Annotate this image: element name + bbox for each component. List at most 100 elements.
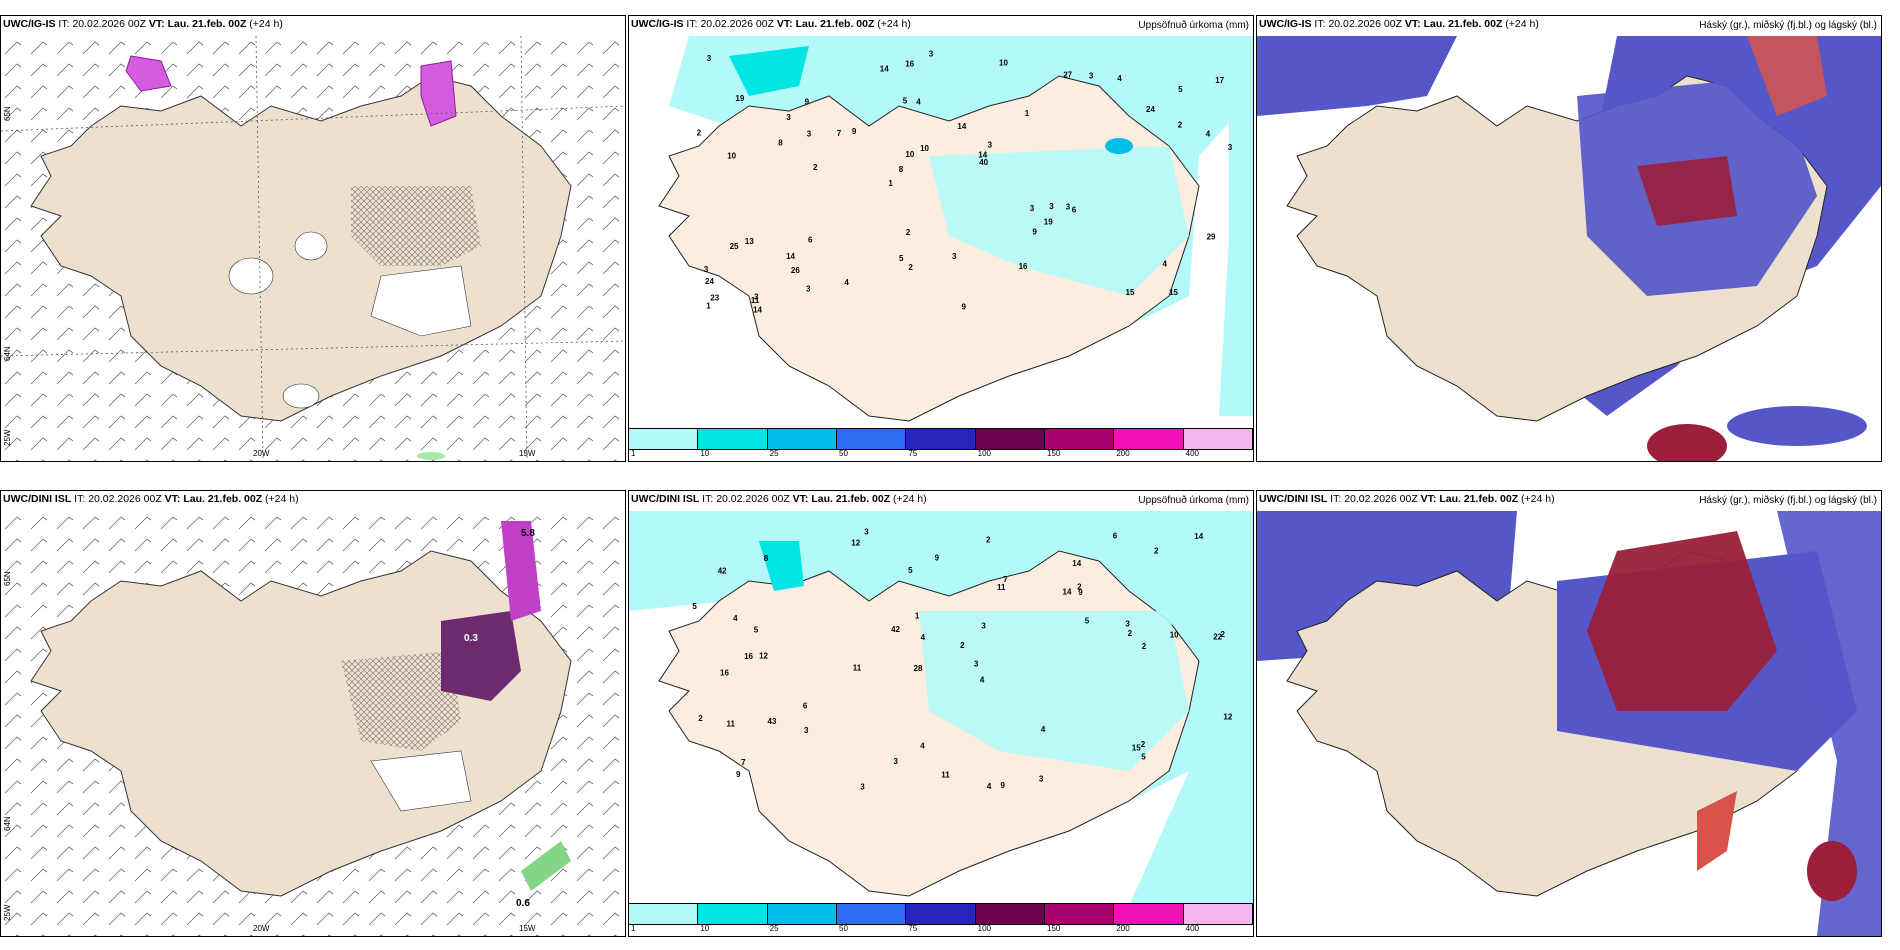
colorbar-swatch	[767, 429, 837, 449]
precip-value: 14	[786, 252, 795, 261]
precip-value: 9	[1032, 228, 1037, 237]
precip-value: 3	[1039, 774, 1044, 783]
precip-value: 25	[730, 242, 739, 251]
colorbar-swatch	[975, 904, 1045, 924]
precip-value: 3	[754, 292, 759, 301]
panel-cloud-top: UWC/IG-IS IT: 20.02.2026 00Z VT: Lau. 21…	[1256, 15, 1882, 462]
colorbar-tick: 25	[769, 924, 779, 933]
precip-value: 2	[1221, 630, 1226, 639]
cloud-title: Háský (gr.), miðský (fj.bl.) og lágský (…	[1699, 20, 1877, 31]
precip-value: 9	[962, 302, 967, 311]
precip-value: 3	[704, 265, 709, 274]
precip-value: 3	[929, 50, 934, 59]
precip-value: 17	[1215, 76, 1224, 85]
panel-header: UWC/IG-IS IT: 20.02.2026 00Z VT: Lau. 21…	[631, 18, 911, 30]
precip-value: 4	[980, 676, 985, 685]
precip-value: 14	[1063, 587, 1072, 596]
panel-header: UWC/IG-IS IT: 20.02.2026 00Z VT: Lau. 21…	[3, 18, 283, 30]
precip-value: 3	[1066, 203, 1071, 212]
precip-value: 42	[718, 567, 727, 576]
precip-value: 2	[1128, 629, 1133, 638]
precip-value: 10	[920, 144, 929, 153]
precip-value: 2	[960, 641, 965, 650]
panel-precip-top: UWC/IG-IS IT: 20.02.2026 00Z VT: Lau. 21…	[628, 15, 1254, 462]
precip-value: 2	[1142, 642, 1147, 651]
colorbar-swatch	[767, 904, 837, 924]
precip-value: 1	[888, 179, 893, 188]
precip-value: 3	[1049, 202, 1054, 211]
precip-value: 6	[808, 235, 813, 244]
colorbar-swatch	[629, 904, 699, 924]
colorbar	[629, 428, 1253, 450]
precip-value: 3	[807, 129, 812, 138]
precip-value: 15	[1169, 288, 1178, 297]
precip-labels-top: 1510511351413924264361916332851092761543…	[697, 50, 1233, 315]
precip-value: 9	[935, 554, 940, 563]
precip-value: 8	[778, 138, 783, 147]
panel-header: UWC/DINI ISL IT: 20.02.2026 00Z VT: Lau.…	[631, 493, 927, 505]
precip-value: 6	[803, 701, 808, 710]
lat-label-64: 64N	[3, 346, 12, 361]
precip-value: 2	[1077, 583, 1082, 592]
precip-value: 40	[979, 158, 988, 167]
precip-value: 7	[1003, 575, 1008, 584]
precip-value: 3	[1089, 72, 1094, 81]
cloud-title: Háský (gr.), miðský (fj.bl.) og lágský (…	[1699, 495, 1877, 506]
wet-bulb-value: 0.3	[464, 633, 478, 644]
precip-value: 4	[844, 278, 849, 287]
colorbar-tick: 400	[1185, 924, 1200, 933]
precip-value: 2	[813, 163, 818, 172]
precip-value: 11	[941, 770, 950, 779]
panel-header: UWC/DINI ISL IT: 20.02.2026 00Z VT: Lau.…	[1259, 493, 1555, 505]
lon-label-15w: 15W	[519, 449, 536, 458]
precip-value: 5	[692, 602, 697, 611]
precip-value: 4	[1117, 74, 1122, 83]
colorbar-swatch	[1114, 429, 1184, 449]
colorbar-swatch	[1183, 429, 1253, 449]
colorbar-swatch	[906, 429, 976, 449]
precip-value: 3	[804, 726, 809, 735]
precip-value: 2	[906, 228, 911, 237]
precip-value: 3	[981, 622, 986, 631]
precip-value: 43	[768, 717, 777, 726]
wind-map	[1, 36, 625, 461]
colorbar-tick: 100	[977, 924, 992, 933]
precip-value: 5	[1178, 85, 1183, 94]
precip-value: 24	[705, 277, 714, 286]
precip-value: 22	[1213, 632, 1222, 641]
colorbar-tick: 25	[769, 449, 779, 458]
precip-value: 9	[736, 770, 741, 779]
lon-label-25w: 25W	[3, 429, 12, 446]
precip-value: 11	[727, 720, 736, 729]
precip-value: 13	[745, 237, 754, 246]
precip-title: Uppsöfnuð úrkoma (mm)	[1138, 20, 1249, 31]
precip-value: 5	[908, 566, 913, 575]
lat-label-65: 65N	[3, 571, 12, 586]
precip-value: 2	[1154, 547, 1159, 556]
panel-precip-bottom: UWC/DINI ISL IT: 20.02.2026 00Z VT: Lau.…	[628, 490, 1254, 937]
precip-value: 5	[903, 97, 908, 106]
colorbar-swatch	[698, 429, 768, 449]
precip-value: 5	[754, 626, 759, 635]
precip-value: 16	[905, 59, 914, 68]
precip-value: 8	[899, 165, 904, 174]
precip-value: 8	[764, 554, 769, 563]
precip-value: 24	[1146, 105, 1155, 114]
precip-value: 11	[751, 296, 760, 305]
colorbar-tick: 1	[631, 924, 636, 933]
precip-value: 16	[720, 669, 729, 678]
panel-header: UWC/DINI ISL IT: 20.02.2026 00Z VT: Lau.…	[3, 493, 299, 505]
colorbar-swatch	[629, 429, 699, 449]
precip-value: 14	[1072, 559, 1081, 568]
precip-value: 27	[1063, 70, 1072, 79]
panel-wind-top: UWC/IG-IS IT: 20.02.2026 00Z VT: Lau. 21…	[0, 15, 626, 462]
precip-value: 2	[1141, 740, 1146, 749]
precip-value: 1	[706, 302, 711, 311]
precip-value: 3	[707, 54, 712, 63]
wind-map-bottom: 0.3 5.8 0.6	[1, 511, 625, 936]
precip-value: 3	[952, 252, 957, 261]
colorbar-tick: 400	[1185, 449, 1200, 458]
panel-cloud-bottom: UWC/DINI ISL IT: 20.02.2026 00Z VT: Lau.…	[1256, 490, 1882, 937]
precip-value: 9	[805, 98, 810, 107]
